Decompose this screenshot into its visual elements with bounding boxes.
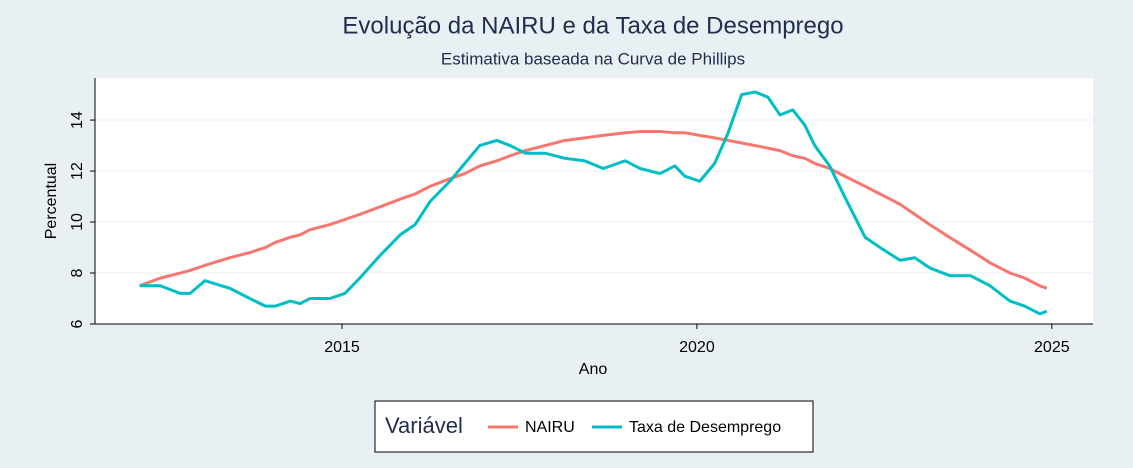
x-axis-label: Ano xyxy=(579,361,608,378)
x-tick-label: 2020 xyxy=(679,339,715,356)
line-series xyxy=(139,130,1048,290)
x-tick-label: 2015 xyxy=(324,339,360,356)
chart-title: Evolução da NAIRU e da Taxa de Desempreg… xyxy=(342,12,843,39)
y-tick-label: 12 xyxy=(69,162,86,180)
y-axis-label: Percentual xyxy=(43,163,60,240)
legend-title: Variável xyxy=(385,413,463,438)
chart-subtitle: Estimativa baseada na Curva de Phillips xyxy=(441,49,745,68)
legend: NAIRU Taxa de Desemprego xyxy=(488,419,781,436)
plot-area xyxy=(95,78,1093,324)
line-series xyxy=(139,90,1048,316)
y-tick-label: 8 xyxy=(69,268,86,277)
legend-label: Taxa de Desemprego xyxy=(629,419,781,436)
legend-label: NAIRU xyxy=(525,419,575,436)
x-tick-label: 2025 xyxy=(1034,339,1070,356)
y-tick-label: 6 xyxy=(69,319,86,328)
y-tick-label: 10 xyxy=(69,213,86,231)
y-tick-label: 14 xyxy=(69,111,86,129)
